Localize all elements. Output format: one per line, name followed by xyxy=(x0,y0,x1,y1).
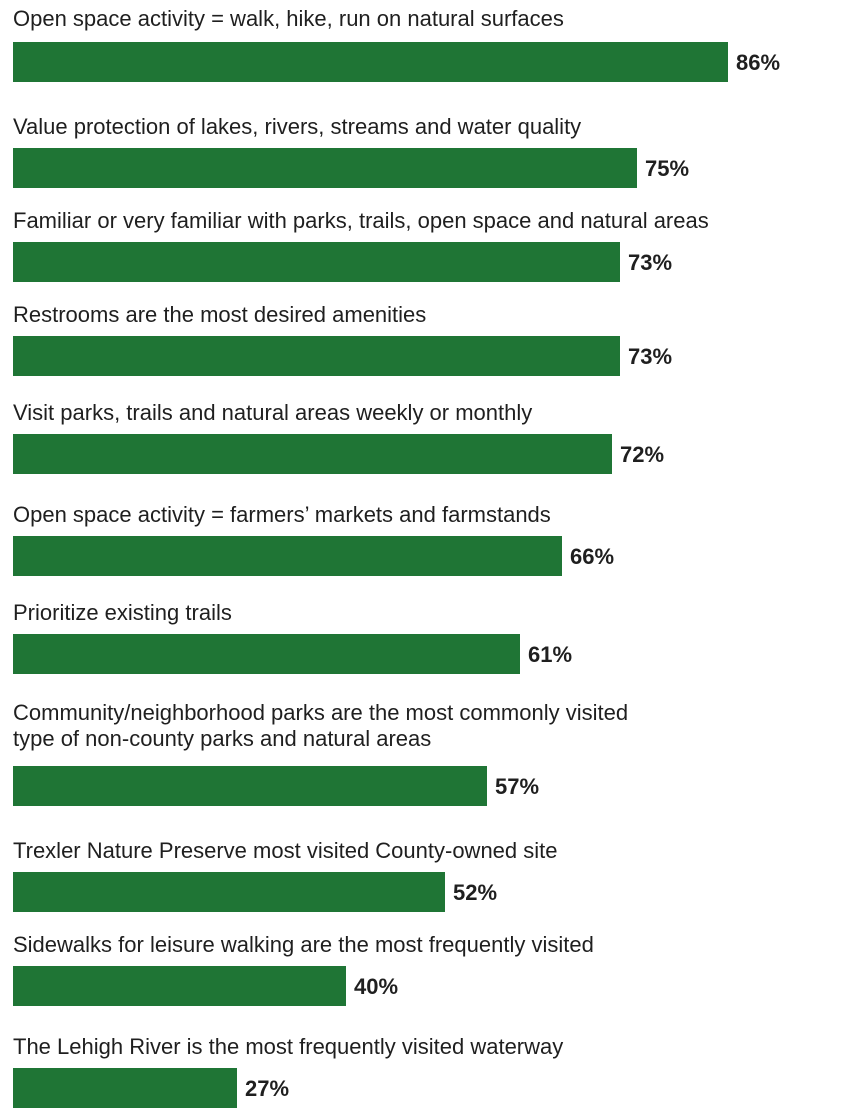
category-label: Visit parks, trails and natural areas we… xyxy=(13,400,533,425)
bar-row: Community/neighborhood parks are the mos… xyxy=(0,700,860,810)
value-label: 86% xyxy=(736,50,781,75)
bar xyxy=(13,42,728,82)
bar xyxy=(13,966,346,1006)
category-label: Prioritize existing trails xyxy=(13,600,232,625)
bar xyxy=(13,242,620,282)
category-label: The Lehigh River is the most frequently … xyxy=(13,1034,564,1059)
category-label: Open space activity = walk, hike, run on… xyxy=(13,6,564,31)
value-label: 61% xyxy=(528,642,573,667)
category-label: Trexler Nature Preserve most visited Cou… xyxy=(13,838,558,863)
bar xyxy=(13,434,612,474)
bar xyxy=(13,634,520,674)
bar xyxy=(13,872,445,912)
bar-row: Restrooms are the most desired amenities… xyxy=(0,302,860,380)
bar xyxy=(13,1068,237,1108)
bar-row: Prioritize existing trails 61% xyxy=(0,600,860,678)
value-label: 66% xyxy=(570,544,615,569)
bar xyxy=(13,766,487,806)
bar xyxy=(13,336,620,376)
category-label: Open space activity = farmers’ markets a… xyxy=(13,502,551,527)
bar-row: Open space activity = farmers’ markets a… xyxy=(0,502,860,580)
category-label: Community/neighborhood parks are the mos… xyxy=(13,700,629,751)
bar-row: Value protection of lakes, rivers, strea… xyxy=(0,114,860,192)
value-label: 27% xyxy=(245,1076,290,1101)
bar-row: Open space activity = walk, hike, run on… xyxy=(0,6,860,86)
category-label: Sidewalks for leisure walking are the mo… xyxy=(13,932,594,957)
value-label: 52% xyxy=(453,880,498,905)
bar-row: Sidewalks for leisure walking are the mo… xyxy=(0,932,860,1010)
value-label: 57% xyxy=(495,774,540,799)
bar xyxy=(13,148,637,188)
category-label: Familiar or very familiar with parks, tr… xyxy=(13,208,709,233)
value-label: 72% xyxy=(620,442,665,467)
value-label: 73% xyxy=(628,250,673,275)
bar-row: The Lehigh River is the most frequently … xyxy=(0,1034,860,1112)
bar-row: Visit parks, trails and natural areas we… xyxy=(0,400,860,478)
bar-row: Trexler Nature Preserve most visited Cou… xyxy=(0,838,860,916)
value-label: 73% xyxy=(628,344,673,369)
bar-row: Familiar or very familiar with parks, tr… xyxy=(0,208,860,286)
category-label: Restrooms are the most desired amenities xyxy=(13,302,427,327)
value-label: 75% xyxy=(645,156,690,181)
bar xyxy=(13,536,562,576)
value-label: 40% xyxy=(354,974,399,999)
category-label: Value protection of lakes, rivers, strea… xyxy=(13,114,582,139)
